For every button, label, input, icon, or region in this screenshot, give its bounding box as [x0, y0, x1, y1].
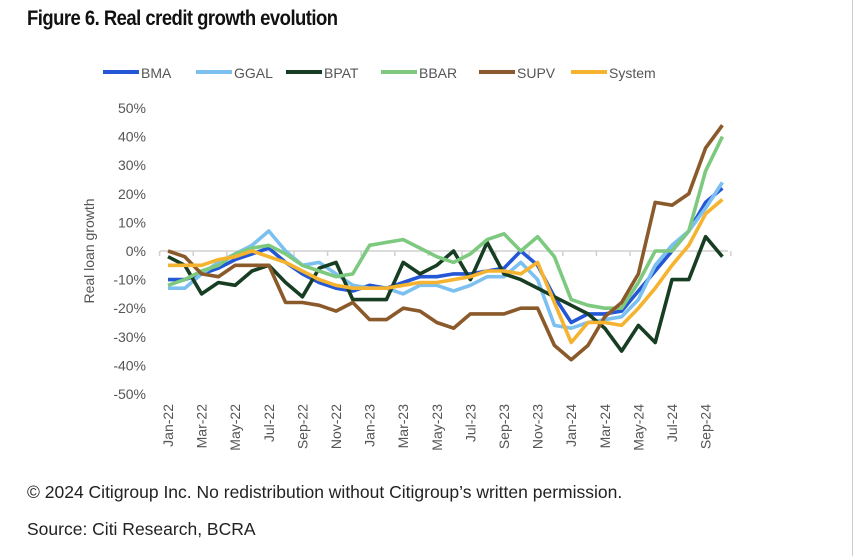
y-tick-label: -30%: [113, 329, 146, 345]
x-tick-label: May-24: [630, 404, 646, 451]
y-tick-label: 40%: [118, 129, 146, 145]
legend-label: BBAR: [419, 65, 457, 81]
y-tick-label: 30%: [118, 157, 146, 173]
x-tick-label: Nov-22: [328, 404, 344, 449]
legend-label: System: [609, 65, 656, 81]
y-tick-label: 20%: [118, 186, 146, 202]
x-tick-label: Jul-23: [462, 404, 478, 442]
x-tick-label: Jan-24: [563, 404, 579, 447]
series-line-bbar: [167, 135, 725, 310]
y-tick-label: 50%: [118, 100, 146, 116]
legend-label: GGAL: [234, 65, 273, 81]
x-tick-label: Nov-23: [530, 404, 546, 449]
copyright-note: © 2024 Citigroup Inc. No redistribution …: [27, 482, 623, 502]
x-tick-label: Mar-23: [395, 404, 411, 449]
y-tick-label: 0%: [126, 243, 146, 259]
x-tick-label: Sep-24: [698, 404, 714, 449]
x-tick-label: Jan-23: [362, 404, 378, 447]
border-line: [852, 0, 853, 556]
series-line-ggal: [168, 181, 724, 330]
y-tick-label: -50%: [113, 386, 146, 402]
y-tick-label: -10%: [113, 272, 146, 288]
x-tick-label: Sep-22: [294, 404, 310, 449]
legend-label: SUPV: [517, 65, 556, 81]
y-tick-label: -40%: [113, 357, 146, 373]
y-axis-label: Real loan growth: [81, 198, 97, 303]
series-line-bma: [168, 186, 724, 325]
series-line-supv: [167, 124, 724, 362]
legend-label: BPAT: [324, 65, 359, 81]
y-tick-label: 10%: [118, 214, 146, 230]
source-note: Source: Citi Research, BCRA: [27, 519, 256, 539]
x-tick-label: Jul-22: [261, 404, 277, 442]
x-tick-label: May-23: [429, 404, 445, 451]
legend-label: BMA: [141, 65, 172, 81]
x-tick-label: May-22: [227, 404, 243, 451]
x-tick-label: Jan-22: [160, 404, 176, 447]
series-line-system: [168, 198, 724, 345]
x-tick-label: Mar-24: [597, 404, 613, 449]
x-tick-label: Sep-23: [496, 404, 512, 449]
y-tick-label: -20%: [113, 300, 146, 316]
x-tick-label: Jul-24: [664, 404, 680, 442]
x-tick-label: Mar-22: [194, 404, 210, 449]
figure-title: Figure 6. Real credit growth evolution: [27, 7, 338, 30]
